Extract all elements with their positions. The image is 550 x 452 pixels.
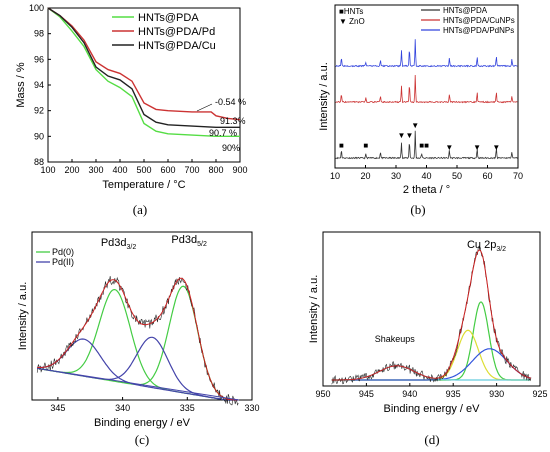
envelope-fit-c bbox=[37, 277, 239, 401]
x-tick-label-a: 300 bbox=[88, 165, 103, 175]
x-tick-label-d: 935 bbox=[446, 389, 461, 399]
x-tick-label-a: 100 bbox=[40, 165, 55, 175]
y-tick-label-a: 88 bbox=[34, 157, 44, 167]
y-tick-label-a: 98 bbox=[34, 29, 44, 39]
legend-label-b: HNTs@PDA/PdNPs bbox=[443, 26, 514, 35]
y-axis-label-c: Intensity / a.u. bbox=[17, 282, 29, 350]
x-tick-label-c: 330 bbox=[244, 403, 259, 413]
y-axis-label-b: Intensity / a.u. bbox=[318, 62, 330, 130]
x-tick-label-a: 500 bbox=[136, 165, 151, 175]
hnts-marker: ■ bbox=[339, 141, 344, 150]
y-tick-label-a: 94 bbox=[34, 80, 44, 90]
x-tick-label-c: 345 bbox=[50, 403, 65, 413]
hnts-marker: ■ bbox=[424, 141, 429, 150]
plot-frame-c bbox=[31, 231, 253, 401]
panel-label-c: (c) bbox=[135, 432, 149, 447]
zno-marker: ▼ bbox=[411, 121, 419, 130]
x-tick-label-b: 30 bbox=[391, 171, 401, 181]
peak-label-c: Pd3d3/2 bbox=[101, 237, 137, 251]
series-line-a bbox=[47, 7, 240, 129]
series-line-a bbox=[47, 7, 240, 138]
x-axis-label-d: Binding energy / eV bbox=[383, 403, 480, 415]
x-tick-label-b: 60 bbox=[482, 171, 492, 181]
x-axis-label-b: 2 theta / ° bbox=[403, 184, 450, 196]
series-line-b bbox=[335, 130, 518, 160]
zno-marker: ▼ bbox=[405, 131, 413, 140]
panel-label-d: (d) bbox=[424, 432, 439, 447]
zno-marker: ▼ bbox=[492, 143, 500, 152]
x-axis-label-c: Binding energy / eV bbox=[94, 417, 191, 429]
zno-marker: ▼ bbox=[445, 143, 453, 152]
x-tick-label-b: 20 bbox=[360, 171, 370, 181]
peak-label-d: Cu 2p3/2 bbox=[467, 239, 506, 253]
series-line-b bbox=[335, 74, 518, 104]
legend-label-b: HNTs@PDA bbox=[443, 6, 488, 15]
fit-peak-c bbox=[37, 338, 238, 401]
fit-peak-c bbox=[37, 336, 238, 401]
annotation-leader-a bbox=[196, 103, 213, 112]
x-tick-label-c: 340 bbox=[115, 403, 130, 413]
background-c bbox=[37, 367, 240, 401]
legend-hnts-b: ■HNTs bbox=[339, 7, 363, 16]
x-tick-label-d: 940 bbox=[402, 389, 417, 399]
x-axis-label-a: Temperature / °C bbox=[102, 179, 185, 191]
y-tick-label-a: 100 bbox=[29, 3, 44, 13]
y-axis-label-a: Mass / % bbox=[15, 62, 27, 107]
hnts-marker: ■ bbox=[363, 141, 368, 150]
x-tick-label-d: 945 bbox=[359, 389, 374, 399]
panel-label-a: (a) bbox=[133, 202, 147, 217]
series-line-b bbox=[335, 39, 518, 68]
hnts-marker: ■ bbox=[419, 141, 424, 150]
raw-spectrum-d bbox=[331, 245, 532, 385]
x-tick-label-c: 335 bbox=[180, 403, 195, 413]
legend-label-a: HNTs@PDA/Pd bbox=[138, 26, 215, 38]
x-tick-label-d: 950 bbox=[315, 389, 330, 399]
y-axis-label-d: Intensity / a.u. bbox=[308, 275, 320, 343]
annotation-a: 90.7 % bbox=[209, 128, 237, 138]
panel-label-b: (b) bbox=[410, 202, 425, 217]
x-tick-label-a: 400 bbox=[112, 165, 127, 175]
x-tick-label-b: 10 bbox=[330, 171, 340, 181]
zno-marker: ▼ bbox=[473, 143, 481, 152]
y-tick-label-a: 96 bbox=[34, 54, 44, 64]
legend-label-a: HNTs@PDA/Cu bbox=[138, 40, 216, 52]
legend-zno-b: ▼ ZnO bbox=[339, 17, 365, 26]
y-tick-label-a: 90 bbox=[34, 131, 44, 141]
fit-peak-c bbox=[37, 288, 238, 401]
annotation-a: -0.54 % bbox=[215, 97, 246, 107]
x-tick-label-a: 600 bbox=[160, 165, 175, 175]
zno-marker: ▼ bbox=[398, 131, 406, 140]
peak-label-d: Shakeups bbox=[375, 334, 416, 344]
y-tick-label-a: 92 bbox=[34, 106, 44, 116]
series-line-a bbox=[47, 7, 241, 121]
peak-label-c: Pd3d5/2 bbox=[171, 234, 207, 248]
annotation-a: 90% bbox=[222, 143, 240, 153]
x-tick-label-d: 925 bbox=[532, 389, 547, 399]
x-tick-label-a: 800 bbox=[208, 165, 223, 175]
envelope-fit-d bbox=[331, 249, 532, 381]
legend-label-c: Pd(II) bbox=[52, 257, 74, 267]
x-tick-label-a: 200 bbox=[64, 165, 79, 175]
x-tick-label-a: 700 bbox=[184, 165, 199, 175]
legend-label-c: Pd(0) bbox=[52, 247, 74, 257]
legend-label-b: HNTs@PDA/CuNPs bbox=[443, 16, 515, 25]
x-tick-label-b: 50 bbox=[452, 171, 462, 181]
x-tick-label-b: 40 bbox=[421, 171, 431, 181]
annotation-a: 91.3% bbox=[220, 116, 246, 126]
legend-label-a: HNTs@PDA bbox=[138, 12, 199, 24]
x-tick-label-d: 930 bbox=[489, 389, 504, 399]
fit-peak-c bbox=[37, 285, 238, 401]
fit-peak-d bbox=[331, 301, 531, 381]
x-tick-label-a: 900 bbox=[232, 165, 247, 175]
plot-frame-d bbox=[322, 231, 541, 387]
x-tick-label-b: 70 bbox=[513, 171, 523, 181]
